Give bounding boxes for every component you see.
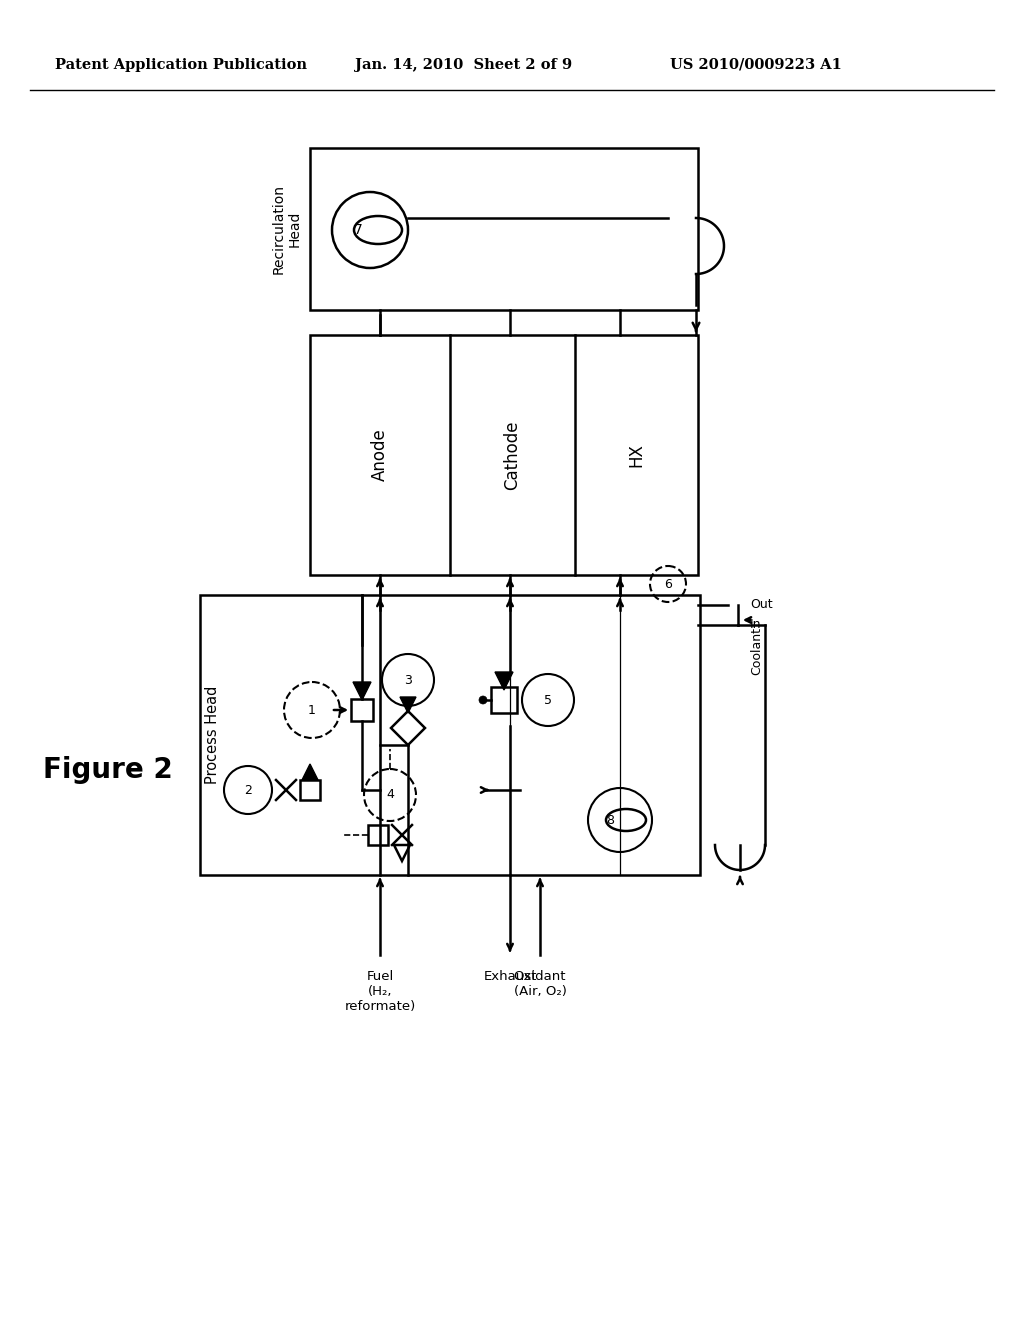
Text: Figure 2: Figure 2 [43, 756, 173, 784]
Text: Patent Application Publication: Patent Application Publication [55, 58, 307, 73]
Text: Jan. 14, 2010  Sheet 2 of 9: Jan. 14, 2010 Sheet 2 of 9 [355, 58, 572, 73]
Text: 5: 5 [544, 693, 552, 706]
Polygon shape [353, 682, 371, 700]
Text: Cathode: Cathode [504, 420, 521, 490]
Text: US 2010/0009223 A1: US 2010/0009223 A1 [670, 58, 842, 73]
Text: 3: 3 [404, 673, 412, 686]
Bar [368, 825, 388, 845]
Bar [351, 700, 373, 721]
Text: Fuel
(H₂,
reformate): Fuel (H₂, reformate) [344, 970, 416, 1012]
Text: Recirculation
Head: Recirculation Head [271, 183, 302, 275]
Text: Process Head: Process Head [205, 686, 220, 784]
Bar [310, 148, 698, 310]
Text: 2: 2 [244, 784, 252, 796]
Text: Anode: Anode [371, 429, 389, 482]
Text: 4: 4 [386, 788, 394, 801]
Bar [200, 595, 700, 875]
Bar [490, 686, 517, 713]
Bar [310, 335, 698, 576]
Text: In: In [750, 619, 762, 631]
Text: 1: 1 [308, 704, 316, 717]
Text: Oxidant
(Air, O₂): Oxidant (Air, O₂) [514, 970, 566, 998]
Text: Exhaust: Exhaust [483, 970, 537, 983]
Polygon shape [400, 697, 416, 713]
Text: Out: Out [750, 598, 773, 611]
Bar [300, 780, 319, 800]
Polygon shape [302, 764, 318, 780]
Text: 7: 7 [353, 223, 362, 238]
Text: HX: HX [628, 444, 645, 467]
Circle shape [479, 696, 487, 704]
Text: Coolant: Coolant [750, 627, 763, 675]
Text: 6: 6 [664, 578, 672, 590]
Polygon shape [495, 672, 513, 690]
Text: 8: 8 [606, 813, 614, 826]
